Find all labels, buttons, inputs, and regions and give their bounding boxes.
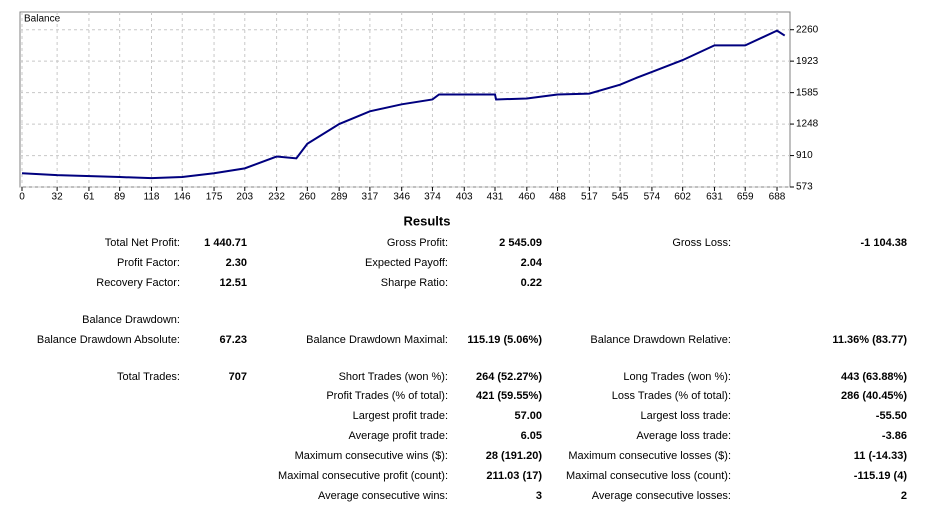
result-label: Recovery Factor: — [96, 277, 180, 289]
x-tick-label: 232 — [268, 192, 285, 203]
result-label: Short Trades (won %): — [339, 371, 448, 383]
result-label: Average profit trade: — [349, 430, 448, 442]
result-label: Largest loss trade: — [641, 410, 732, 422]
x-tick-label: 517 — [581, 192, 598, 203]
result-value: 11.36% (83.77) — [832, 334, 907, 346]
result-value: 443 (63.88%) — [841, 371, 907, 383]
result-value: 11 (-14.33) — [854, 450, 908, 462]
result-label: Total Trades: — [117, 371, 180, 383]
x-tick-label: 688 — [769, 192, 786, 203]
result-value: 421 (59.55%) — [476, 390, 542, 402]
result-label: Maximal consecutive loss (count): — [566, 470, 731, 482]
y-tick-label: 910 — [796, 150, 813, 161]
x-tick-label: 488 — [549, 192, 566, 203]
x-tick-label: 317 — [362, 192, 379, 203]
x-tick-label: 289 — [331, 192, 348, 203]
result-value: 57.00 — [514, 410, 542, 422]
x-tick-label: 0 — [19, 192, 25, 203]
result-value: 2.30 — [226, 257, 247, 269]
chart-frame — [19, 11, 791, 188]
result-value: 2.04 — [521, 257, 543, 269]
result-label: Gross Loss: — [672, 237, 731, 249]
result-label: Sharpe Ratio: — [381, 277, 448, 289]
result-value: -1 104.38 — [861, 237, 907, 249]
result-label: Balance Drawdown: — [82, 314, 180, 326]
y-tick-label: 573 — [796, 182, 813, 193]
x-tick-label: 403 — [456, 192, 473, 203]
result-label: Largest profit trade: — [353, 410, 448, 422]
result-value: 115.19 (5.06%) — [467, 334, 542, 346]
result-value: 28 (191.20) — [486, 450, 543, 462]
result-value: 67.23 — [219, 334, 247, 346]
x-tick-label: 602 — [674, 192, 691, 203]
result-value: 1 440.71 — [204, 237, 247, 249]
result-label: Total Net Profit: — [105, 237, 180, 249]
result-value: 2 — [901, 490, 907, 502]
result-value: 264 (52.27%) — [476, 371, 542, 383]
result-value: 2 545.09 — [499, 237, 542, 249]
x-tick-label: 203 — [236, 192, 253, 203]
result-value: -55.50 — [876, 410, 907, 422]
result-label: Average consecutive losses: — [592, 490, 731, 502]
result-label: Average consecutive wins: — [318, 490, 448, 502]
y-tick-label: 1923 — [796, 56, 819, 67]
x-tick-label: 574 — [644, 192, 661, 203]
result-label: Maximal consecutive profit (count): — [278, 470, 448, 482]
result-value: 286 (40.45%) — [841, 390, 907, 402]
results-table: Total Net Profit: 1 440.71 Gross Profit: 2 … — [37, 237, 907, 502]
result-label: Maximum consecutive losses ($): — [568, 450, 731, 462]
x-tick-label: 431 — [487, 192, 504, 203]
x-tick-label: 118 — [144, 192, 160, 203]
result-label: Balance Drawdown Relative: — [590, 334, 731, 346]
x-tick-label: 175 — [206, 192, 223, 203]
result-label: Expected Payoff: — [365, 257, 448, 269]
result-value: 0.22 — [521, 277, 542, 289]
result-value: 3 — [536, 490, 542, 502]
x-tick-label: 146 — [174, 192, 191, 203]
result-value: 6.05 — [521, 430, 542, 442]
result-label: Maximum consecutive wins ($): — [295, 450, 448, 462]
result-value: -115.19 (4) — [854, 470, 908, 482]
x-tick-label: 659 — [737, 192, 754, 203]
balance-line — [21, 29, 786, 180]
result-label: Profit Trades (% of total): — [326, 390, 448, 402]
result-label: Balance Drawdown Maximal: — [306, 334, 448, 346]
y-tick-label: 2260 — [796, 24, 819, 35]
x-tick-label: 346 — [393, 192, 410, 203]
x-tick-label: 545 — [612, 192, 629, 203]
series-label: Balance — [24, 14, 61, 25]
x-tick-label: 374 — [424, 192, 441, 203]
x-tick-label: 631 — [706, 192, 723, 203]
result-label: Long Trades (won %): — [623, 371, 731, 383]
result-label: Average loss trade: — [636, 430, 731, 442]
result-value: 707 — [229, 371, 247, 383]
result-label: Loss Trades (% of total): — [612, 390, 731, 402]
results-title: Results — [404, 213, 451, 228]
result-label: Profit Factor: — [117, 257, 180, 269]
x-tick-label: 89 — [114, 192, 126, 203]
x-tick-label: 32 — [52, 192, 64, 203]
x-tick-label: 460 — [518, 192, 535, 203]
x-tick-label: 61 — [83, 192, 95, 203]
result-value: 12.51 — [219, 277, 247, 289]
result-value: -3.86 — [882, 430, 907, 442]
y-tick-label: 1248 — [796, 119, 819, 130]
y-tick-label: 1585 — [796, 87, 819, 98]
result-value: 211.03 (17) — [486, 470, 542, 482]
result-label: Balance Drawdown Absolute: — [37, 334, 180, 346]
result-label: Gross Profit: — [387, 237, 448, 249]
x-tick-label: 260 — [299, 192, 316, 203]
